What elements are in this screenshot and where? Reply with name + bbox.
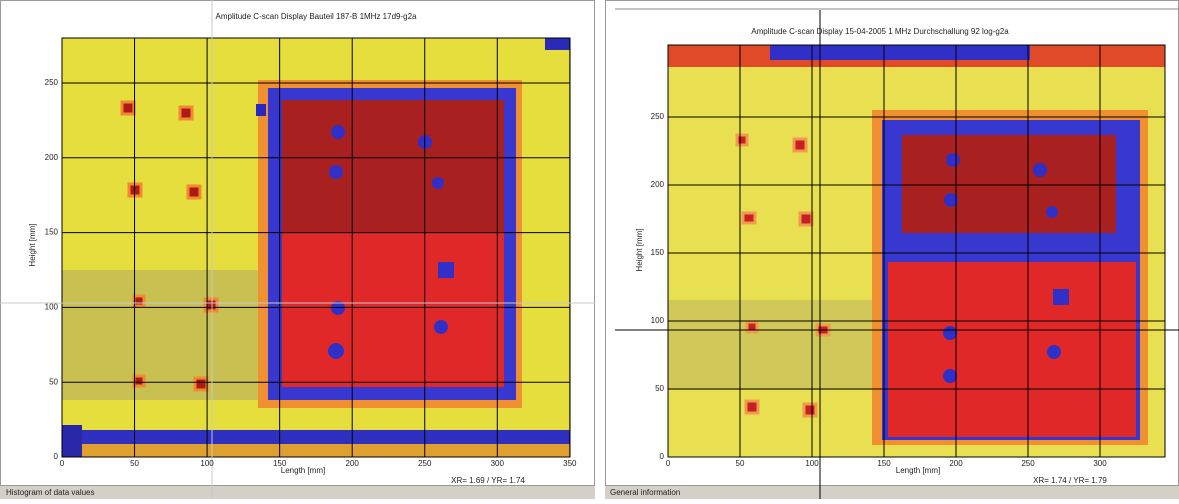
- status-text: Histogram of data values: [6, 488, 95, 497]
- chart-title: Amplitude C-scan Display 15-04-2005 1 MH…: [751, 27, 1009, 36]
- x-tick-label: 0: [666, 459, 671, 468]
- readout: XR= 1.69 / YR= 1.74: [451, 476, 525, 485]
- x-tick-label: 250: [418, 459, 432, 468]
- x-tick-label: 350: [563, 459, 577, 468]
- readout: XR= 1.74 / YR= 1.79: [1033, 476, 1107, 485]
- x-tick-label: 200: [949, 459, 963, 468]
- status-text: General information: [610, 488, 680, 497]
- x-tick-label: 250: [1021, 459, 1035, 468]
- y-tick-label: 0: [660, 452, 665, 461]
- y-axis-label: Height [mm]: [28, 223, 37, 266]
- x-tick-label: 150: [273, 459, 287, 468]
- y-tick-label: 150: [651, 248, 665, 257]
- screen: Amplitude C-scan Display Bauteil 187-B 1…: [0, 0, 1179, 499]
- y-tick-label: 250: [651, 112, 665, 121]
- heatmap-right: [668, 45, 1165, 457]
- y-axis-label: Height [mm]: [635, 228, 644, 271]
- x-tick-label: 150: [877, 459, 891, 468]
- x-tick-label: 200: [346, 459, 360, 468]
- status-bar: [605, 486, 1179, 499]
- heatmap-left: [62, 38, 570, 457]
- x-tick-label: 300: [491, 459, 505, 468]
- y-tick-label: 200: [651, 180, 665, 189]
- x-axis-label: Length [mm]: [896, 466, 940, 475]
- chart-title: Amplitude C-scan Display Bauteil 187-B 1…: [216, 12, 418, 21]
- y-tick-label: 250: [45, 78, 59, 87]
- y-tick-label: 50: [655, 384, 664, 393]
- x-tick-label: 300: [1093, 459, 1107, 468]
- x-tick-label: 50: [736, 459, 745, 468]
- x-axis-label: Length [mm]: [281, 466, 325, 475]
- x-tick-label: 100: [805, 459, 819, 468]
- y-tick-label: 0: [54, 452, 59, 461]
- y-tick-label: 150: [45, 228, 59, 237]
- y-tick-label: 100: [651, 316, 665, 325]
- x-tick-label: 0: [60, 459, 65, 468]
- x-tick-label: 50: [130, 459, 139, 468]
- y-tick-label: 200: [45, 153, 59, 162]
- y-tick-label: 100: [45, 303, 59, 312]
- y-tick-label: 50: [49, 377, 58, 386]
- x-tick-label: 100: [200, 459, 214, 468]
